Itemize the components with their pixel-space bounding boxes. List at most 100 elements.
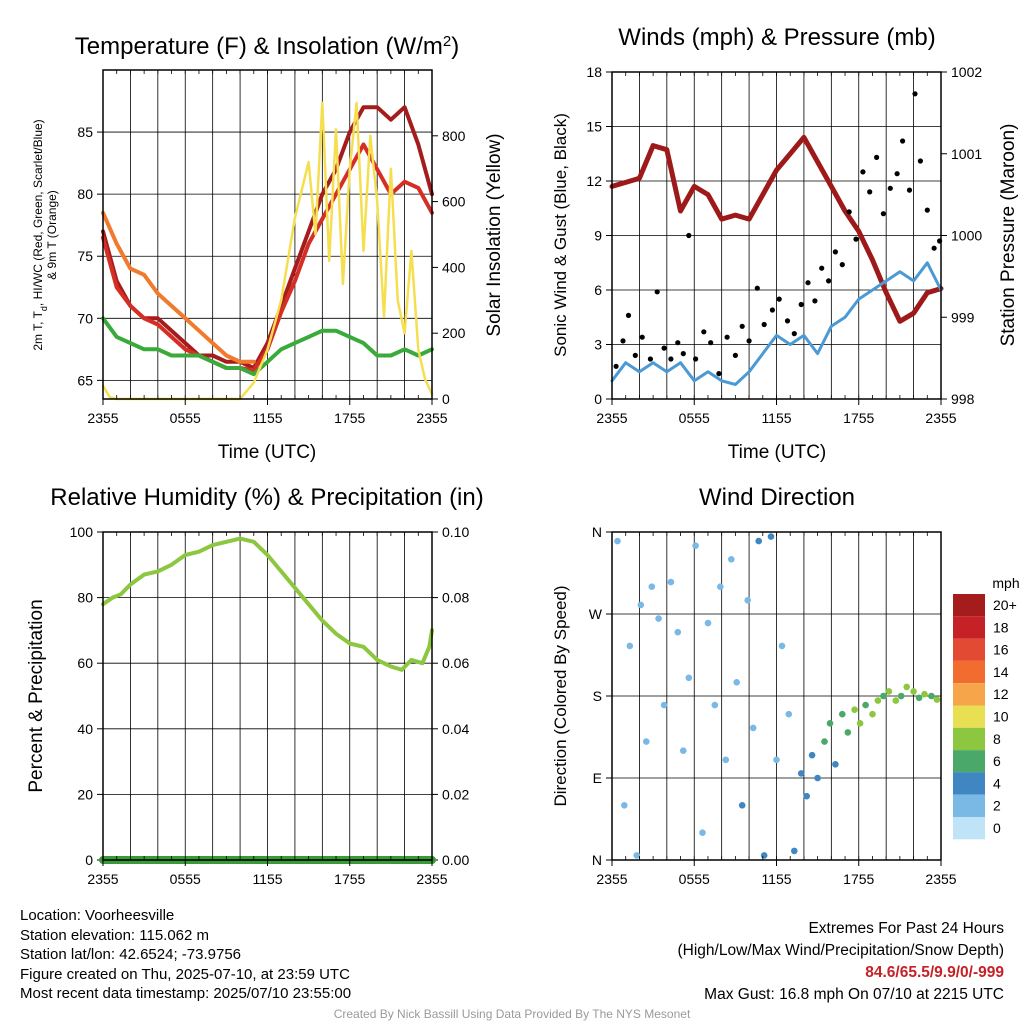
location-text: Location: Voorheesville	[20, 907, 175, 924]
rh-ylabel-left: Percent & Precipitation	[26, 599, 47, 792]
wdir-point	[699, 829, 706, 836]
winds-gust-point	[894, 171, 900, 177]
temp-y2tick-label: 600	[442, 194, 466, 210]
wdir-point	[755, 537, 762, 545]
wdir-point	[744, 597, 751, 604]
winds-ytick-label: 15	[586, 119, 602, 135]
wdir-point	[803, 792, 810, 800]
winds-y2tick-label: 1002	[951, 64, 982, 80]
winds-gust-point	[784, 318, 791, 324]
temp-y2tick-label: 200	[442, 325, 466, 341]
wdir-point	[832, 761, 839, 768]
wdir-legend-label: 4	[993, 775, 1001, 791]
winds-gust-point	[839, 262, 845, 268]
winds-ylabel-left: Sonic Wind & Gust (Blue, Black)	[551, 113, 570, 357]
wdir-legend-label: 18	[993, 619, 1009, 635]
max-gust-text: Max Gust: 16.8 mph On 07/10 at 2215 UTC	[704, 986, 1004, 1003]
wdir-point	[797, 770, 805, 777]
winds-gust-point	[613, 363, 619, 369]
wdir-point	[685, 674, 693, 682]
temp-series-line-5	[101, 101, 434, 401]
winds-gust-point	[819, 265, 825, 271]
latlon-text: Station lat/lon: 42.6524; -73.9756	[20, 946, 242, 963]
wdir-point	[648, 583, 656, 590]
winds-gust-point	[680, 351, 686, 357]
winds-gust-point	[887, 185, 893, 191]
rh-ytick-label: 40	[77, 721, 93, 737]
winds-gust-point	[917, 158, 924, 164]
wdir-point	[910, 688, 917, 695]
winds-xtick-label: 1155	[761, 410, 791, 426]
wdir-point	[633, 852, 640, 859]
wdir-point	[851, 706, 858, 713]
wdir-point	[728, 556, 735, 563]
temp-series-line-3	[101, 210, 256, 364]
wdir-point	[844, 729, 852, 736]
wdir-point	[660, 701, 668, 709]
temp-xtick-label: 0555	[170, 410, 201, 426]
temp-xtick-label: 1755	[334, 410, 365, 426]
temp-series-line-1	[101, 105, 434, 370]
wdir-point	[767, 533, 775, 540]
wdir-legend-swatch	[953, 683, 985, 706]
winds-gust-point	[860, 169, 866, 175]
wdir-ytick-label: S	[593, 688, 602, 704]
extremes-title: Extremes For Past 24 Hours	[808, 920, 1004, 937]
wdir-xtick-label: 1155	[761, 871, 791, 887]
wdir-title: Wind Direction	[699, 484, 855, 511]
winds-gust-point	[625, 312, 632, 318]
wdir-xtick-label: 1755	[843, 871, 874, 887]
wdir-point	[680, 747, 687, 754]
extremes-desc: (High/Low/Max Wind/Precipitation/Snow De…	[677, 942, 1005, 959]
rh-xtick-label: 1755	[334, 871, 365, 887]
temp-ylabel-left-line2: & 9m T (Orange)	[45, 190, 59, 280]
wdir-legend-swatch	[953, 594, 985, 617]
rh-ytick-label: 20	[77, 786, 93, 802]
rh-title: Relative Humidity (%) & Precipitation (i…	[50, 484, 483, 511]
wdir-point	[921, 690, 928, 698]
wdir-ylabel-left: Direction (Colored By Speed)	[551, 585, 570, 806]
temp-ytick-label: 70	[77, 310, 93, 326]
winds-gust-point	[746, 338, 752, 344]
winds-gust-point	[826, 278, 832, 284]
winds-gust-point	[874, 154, 880, 160]
wdir-point	[856, 720, 864, 727]
temp-ytick-label: 65	[77, 372, 93, 388]
rh-xtick-label: 2355	[87, 871, 118, 887]
rh-y2tick-label: 0.06	[442, 655, 469, 671]
winds-gust-point	[661, 345, 667, 351]
created-text: Figure created on Thu, 2025-07-10, at 23…	[20, 965, 350, 983]
wdir-point	[791, 847, 798, 855]
wdir-point	[614, 537, 621, 545]
rh-xtick-label: 1155	[252, 871, 282, 887]
temp-xtick-label: 2355	[87, 410, 118, 426]
winds-gust-point	[832, 249, 839, 255]
extremes-info: Extremes For Past 24 Hours (High/Low/Max…	[678, 918, 1005, 1006]
winds-gust-point	[805, 280, 811, 286]
winds-gust-point	[654, 289, 660, 295]
rh-y2tick-label: 0.04	[442, 721, 469, 737]
wdir-legend-label: 12	[993, 686, 1009, 702]
temp-xtick-label: 1155	[252, 410, 282, 426]
winds-gust-point	[776, 296, 782, 302]
winds-ytick-label: 18	[586, 64, 602, 80]
temp-y2tick-label: 800	[442, 128, 466, 144]
temp-ytick-label: 75	[77, 248, 93, 264]
wdir-point	[621, 802, 628, 809]
winds-gust-point	[632, 352, 638, 358]
wdir-point	[903, 683, 910, 691]
winds-ytick-label: 9	[594, 228, 602, 244]
wdir-legend-label: 6	[993, 753, 1001, 769]
wdir-point	[892, 697, 900, 704]
wdir-point	[814, 774, 821, 782]
winds-gust-point	[716, 371, 722, 377]
winds-gust-point	[708, 340, 714, 346]
wdir-ytick-label: W	[589, 606, 603, 622]
winds-gust-point	[675, 340, 681, 346]
temp-title: Temperature (F) & Insolation (W/m2)	[75, 33, 459, 61]
rh-xtick-label: 2355	[416, 871, 447, 887]
wdir-ytick-label: N	[592, 852, 602, 868]
winds-y2tick-label: 1000	[951, 228, 982, 244]
wdir-legend-swatch	[953, 616, 985, 639]
